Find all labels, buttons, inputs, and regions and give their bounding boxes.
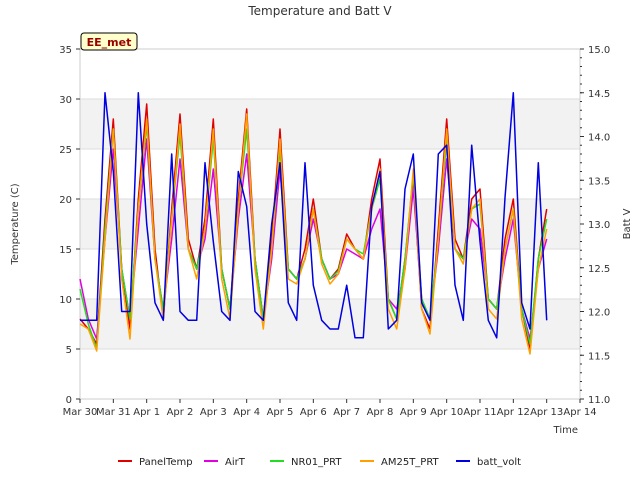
x-tick-label: Apr 9 [400, 407, 427, 418]
x-axis-label: Time [553, 425, 578, 436]
x-tick-label: Apr 10 [430, 407, 463, 418]
x-tick-label: Apr 5 [267, 407, 294, 418]
legend: PanelTemp AirT NR01_PRT AM25T_PRT batt_volt [118, 457, 521, 468]
x-tick-label: Mar 31 [96, 407, 131, 418]
y2-tick-label: 13.5 [588, 176, 610, 187]
y2-tick-label: 15.0 [588, 45, 610, 56]
x-tick-label: Mar 30 [63, 407, 98, 418]
y-axis-label: Temperature (C) [10, 183, 21, 265]
site-badge-box [80, 32, 138, 51]
x-tick-label: Apr 1 [133, 407, 160, 418]
legend-label: AM25T_PRT [381, 457, 440, 468]
x-tick-label: Apr 4 [233, 407, 260, 418]
y2-tick-label: 12.0 [588, 308, 610, 319]
background-band [80, 99, 580, 149]
x-tick-label: Apr 2 [167, 407, 194, 418]
y2-tick-label: 14.0 [588, 133, 610, 144]
x-tick-label: Apr 11 [463, 407, 496, 418]
y2-axis-ticks: 11.0 11.5 12.0 12.5 13.0 13.5 14.0 14.5 15.0 [580, 45, 610, 406]
legend-label: PanelTemp [139, 457, 193, 468]
y-tick-label: 35 [59, 45, 72, 56]
y2-tick-label: 14.5 [588, 89, 610, 100]
x-tick-label: Apr 7 [333, 407, 360, 418]
x-tick-label: Apr 13 [530, 407, 563, 418]
legend-label: batt_volt [477, 457, 521, 468]
y-tick-label: 20 [59, 195, 72, 206]
background-band [80, 199, 580, 249]
y-tick-label: 0 [66, 395, 72, 406]
background-band [80, 299, 580, 349]
y-tick-label: 30 [59, 95, 72, 106]
site-badge: EE_met [80, 32, 138, 51]
legend-label: AirT [225, 457, 246, 468]
background-bands [80, 99, 580, 349]
series-line-batt_volt [80, 92, 548, 339]
y2-axis-label: Batt V [622, 208, 633, 239]
x-tick-label: Apr 3 [200, 407, 227, 418]
x-tick-label: Apr 8 [367, 407, 394, 418]
y2-tick-label: 11.0 [588, 395, 610, 406]
x-tick-label: Apr 6 [300, 407, 327, 418]
legend-label: NR01_PRT [291, 457, 342, 468]
chart-title: Temperature and Batt V [247, 4, 392, 18]
y-axis-ticks: 0 5 10 15 20 25 30 35 [59, 45, 80, 406]
x-tick-label: Apr 12 [497, 407, 530, 418]
series-line-am25t_prt [79, 113, 548, 355]
y-tick-label: 25 [59, 145, 72, 156]
y2-tick-label: 11.5 [588, 351, 610, 362]
series-lines [79, 92, 548, 355]
y2-tick-label: 13.0 [588, 220, 610, 231]
y2-tick-label: 12.5 [588, 264, 610, 275]
site-badge-label: EE_met [87, 36, 132, 49]
y-tick-label: 15 [59, 245, 72, 256]
y-tick-label: 10 [59, 295, 72, 306]
y-tick-label: 5 [66, 345, 72, 356]
x-tick-label: Apr 14 [563, 407, 596, 418]
